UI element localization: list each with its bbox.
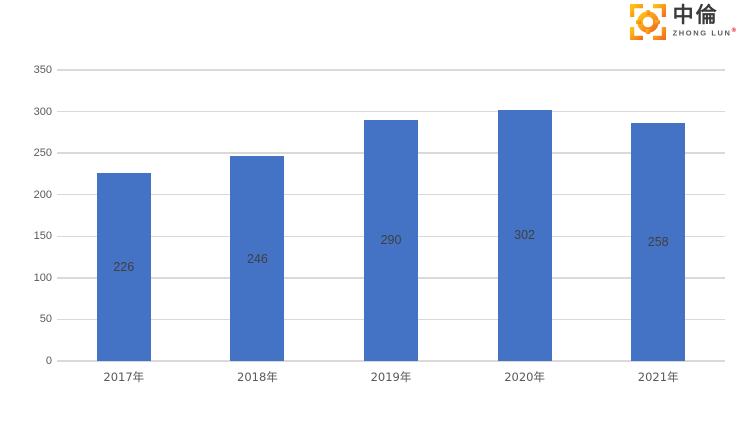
- bar-2021年: 258: [631, 123, 686, 361]
- bar-value-label: 290: [380, 233, 402, 248]
- bar-value-label: 226: [113, 260, 135, 275]
- y-axis-tick-label: 100: [33, 271, 52, 284]
- y-axis-tick-label: 250: [33, 147, 52, 160]
- gridline: [57, 110, 725, 113]
- logo-text: 中倫 ZHONG LUN®: [673, 4, 736, 38]
- registered-mark: ®: [731, 28, 736, 34]
- gridline: [57, 360, 725, 362]
- logo-subtitle: ZHONG LUN®: [673, 28, 736, 38]
- zhonglun-logo: 中倫 ZHONG LUN®: [629, 4, 736, 40]
- zhonglun-coin-icon: [629, 4, 666, 40]
- bar-2020年: 302: [497, 109, 552, 361]
- y-axis-tick-label: 300: [33, 105, 52, 118]
- logo-name: 中倫: [672, 3, 719, 27]
- bar-value-label: 246: [246, 251, 268, 266]
- y-axis-tick-label: 350: [33, 64, 52, 76]
- y-axis-tick-label: 150: [33, 230, 52, 243]
- x-axis-label: 2017年: [103, 370, 145, 384]
- x-axis-label: 2019年: [370, 370, 412, 384]
- bar-2019年: 290: [364, 119, 418, 361]
- bar-2017年: 226: [96, 173, 151, 361]
- bar-2018年: 246: [230, 156, 285, 361]
- x-axis-label: 2021年: [637, 370, 679, 384]
- y-axis-tick-label: 200: [33, 188, 52, 201]
- y-axis-tick-label: 0: [45, 355, 52, 367]
- y-axis-tick-label: 50: [39, 313, 52, 326]
- x-axis-label: 2020年: [504, 370, 545, 384]
- logo-subtitle-text: ZHONG LUN: [672, 28, 732, 38]
- x-axis-label: 2018年: [237, 370, 278, 384]
- bar-value-label: 302: [514, 228, 536, 243]
- gridline: [57, 69, 725, 71]
- bar-value-label: 258: [647, 235, 669, 250]
